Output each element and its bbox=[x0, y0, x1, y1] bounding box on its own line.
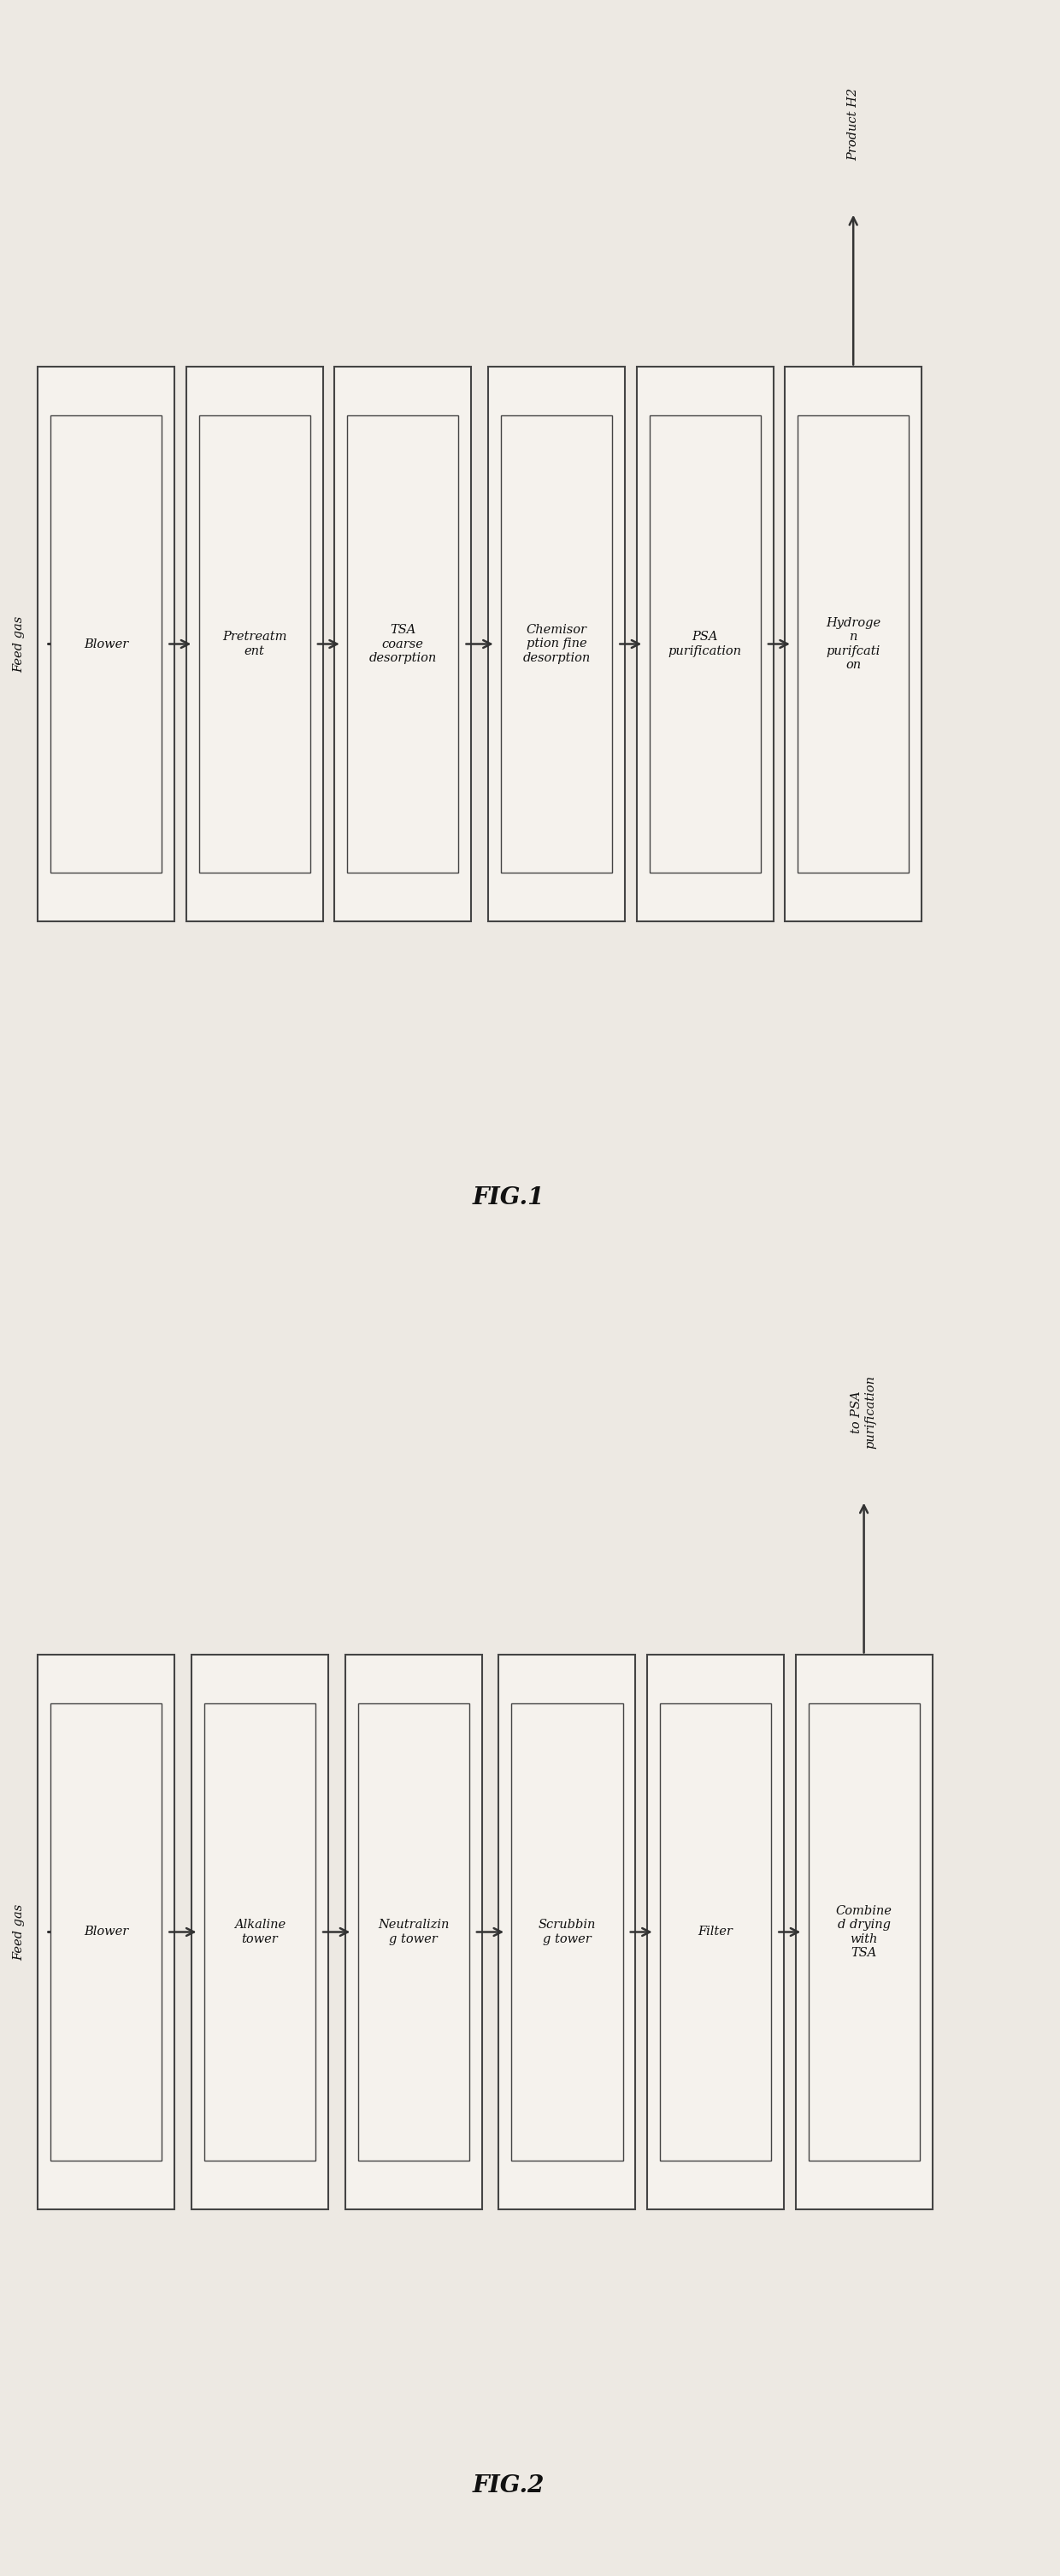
FancyBboxPatch shape bbox=[488, 366, 625, 922]
Text: FIG.1: FIG.1 bbox=[473, 1188, 545, 1208]
FancyBboxPatch shape bbox=[51, 1703, 162, 2161]
Text: Combine
d drying
with
TSA: Combine d drying with TSA bbox=[835, 1906, 893, 1958]
FancyBboxPatch shape bbox=[808, 1703, 919, 2161]
FancyBboxPatch shape bbox=[51, 415, 162, 873]
Text: Blower: Blower bbox=[84, 639, 128, 649]
Text: PSA
purification: PSA purification bbox=[668, 631, 742, 657]
FancyBboxPatch shape bbox=[358, 1703, 470, 2161]
FancyBboxPatch shape bbox=[798, 415, 908, 873]
FancyBboxPatch shape bbox=[501, 415, 613, 873]
Text: FIG.2: FIG.2 bbox=[473, 2476, 545, 2496]
Text: Feed gas: Feed gas bbox=[13, 1904, 24, 1960]
FancyBboxPatch shape bbox=[199, 415, 310, 873]
FancyBboxPatch shape bbox=[636, 366, 774, 922]
Text: Pretreatm
ent: Pretreatm ent bbox=[223, 631, 286, 657]
FancyBboxPatch shape bbox=[659, 1703, 772, 2161]
FancyBboxPatch shape bbox=[649, 415, 761, 873]
Text: Feed gas: Feed gas bbox=[13, 616, 24, 672]
FancyBboxPatch shape bbox=[38, 366, 174, 922]
FancyBboxPatch shape bbox=[784, 366, 922, 922]
Text: to PSA
purification: to PSA purification bbox=[851, 1376, 877, 1448]
Text: Scrubbin
g tower: Scrubbin g tower bbox=[538, 1919, 596, 1945]
FancyBboxPatch shape bbox=[795, 1656, 933, 2210]
FancyBboxPatch shape bbox=[512, 1703, 623, 2161]
Text: Hydroge
n
purifcati
on: Hydroge n purifcati on bbox=[826, 618, 881, 670]
FancyBboxPatch shape bbox=[204, 1703, 316, 2161]
FancyBboxPatch shape bbox=[38, 1656, 174, 2210]
FancyBboxPatch shape bbox=[499, 1656, 636, 2210]
FancyBboxPatch shape bbox=[346, 1656, 481, 2210]
FancyBboxPatch shape bbox=[187, 366, 322, 922]
FancyBboxPatch shape bbox=[335, 366, 472, 922]
Text: TSA
coarse
desorption: TSA coarse desorption bbox=[369, 623, 437, 665]
Text: Alkaline
tower: Alkaline tower bbox=[234, 1919, 285, 1945]
FancyBboxPatch shape bbox=[191, 1656, 329, 2210]
Text: Filter: Filter bbox=[699, 1927, 732, 1937]
Text: Blower: Blower bbox=[84, 1927, 128, 1937]
Text: Chemisor
ption fine
desorption: Chemisor ption fine desorption bbox=[523, 623, 590, 665]
Text: Product H2: Product H2 bbox=[847, 88, 860, 160]
FancyBboxPatch shape bbox=[647, 1656, 784, 2210]
FancyBboxPatch shape bbox=[348, 415, 458, 873]
Text: Neutralizin
g tower: Neutralizin g tower bbox=[377, 1919, 449, 1945]
